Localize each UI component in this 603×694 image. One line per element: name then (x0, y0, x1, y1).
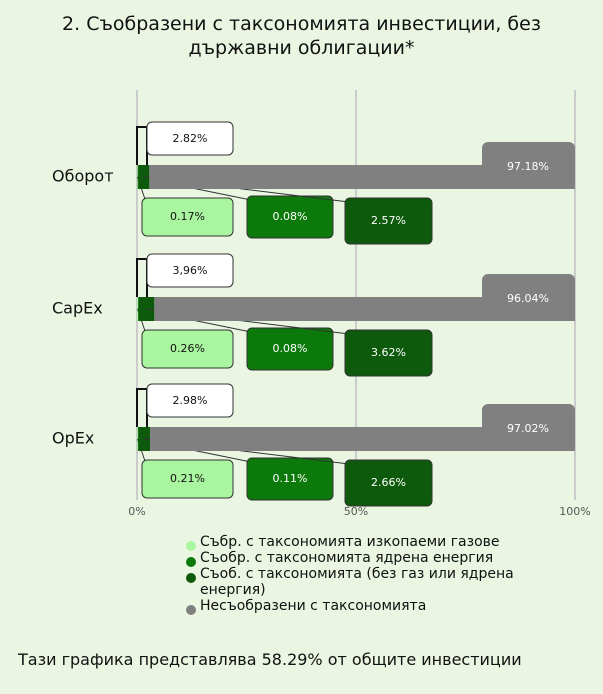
total-label: 2.82% (173, 132, 208, 145)
legend-label: Съоб. с таксономията (без газ или ядрена… (200, 566, 514, 598)
bar-segment (138, 297, 155, 321)
value-label: 97.18% (507, 160, 549, 173)
chart-title: 2. Съобразени с таксономията инвестиции,… (62, 13, 541, 59)
category-label: CapEx (52, 299, 103, 318)
value-box (141, 329, 234, 369)
legend: Събр. с таксономията изкопаеми газове Съо… (186, 534, 576, 615)
bracket (136, 126, 148, 165)
bar-segment (150, 427, 575, 451)
x-tick-label: 50% (344, 505, 368, 518)
legend-marker (186, 541, 196, 551)
legend-item: Несъобразени с таксономията (186, 598, 576, 615)
bracket (136, 258, 148, 297)
total-box (146, 253, 234, 288)
legend-marker (186, 605, 196, 615)
value-label: 0.08% (273, 210, 308, 223)
legend-item: Съобр. с таксономията ядрена енергия (186, 550, 576, 567)
value-label: 0.08% (273, 342, 308, 355)
total-label: 2.98% (173, 394, 208, 407)
value-box (141, 197, 234, 237)
footnote: Тази графика представлява 58.29% от общи… (18, 650, 522, 669)
chart: 0% 50% 100% Оборот 0.17% 0.08% 2.57% 97.18% 2.82… (52, 90, 591, 518)
legend-marker (186, 557, 196, 567)
value-label: 96.04% (507, 292, 549, 305)
value-box (246, 457, 334, 501)
value-label: 2.66% (371, 476, 406, 489)
value-box (141, 459, 234, 499)
legend-label: Съобр. с таксономията ядрена енергия (200, 550, 494, 566)
legend-item: Съоб. с таксономията (без газ или ядрена… (186, 566, 576, 598)
category-label: OpEx (52, 429, 94, 448)
value-label: 97.02% (507, 422, 549, 435)
value-label: 0.17% (170, 210, 205, 223)
value-box (344, 459, 433, 507)
bar-segment (138, 427, 151, 451)
total-label: 3,96% (173, 264, 208, 277)
value-box (344, 329, 433, 377)
value-box (246, 327, 334, 371)
legend-item: Събр. с таксономията изкопаеми газове (186, 534, 576, 551)
bracket (136, 388, 148, 427)
x-tick-label: 100% (559, 505, 590, 518)
value-label: 0.11% (273, 472, 308, 485)
bar-segment (149, 165, 575, 189)
legend-label: Събр. с таксономията изкопаеми газове (200, 534, 500, 550)
value-box (246, 195, 334, 239)
legend-label: Несъобразени с таксономията (200, 598, 427, 614)
x-tick-label: 0% (128, 505, 145, 518)
total-box (146, 121, 234, 156)
value-label: 0.21% (170, 472, 205, 485)
total-box (146, 383, 234, 418)
category-label: Оборот (52, 167, 114, 186)
value-label: 3.62% (371, 346, 406, 359)
value-box (344, 197, 433, 245)
value-label: 0.26% (170, 342, 205, 355)
legend-marker (186, 573, 196, 583)
bar-segment (154, 297, 576, 321)
value-label: 2.57% (371, 214, 406, 227)
